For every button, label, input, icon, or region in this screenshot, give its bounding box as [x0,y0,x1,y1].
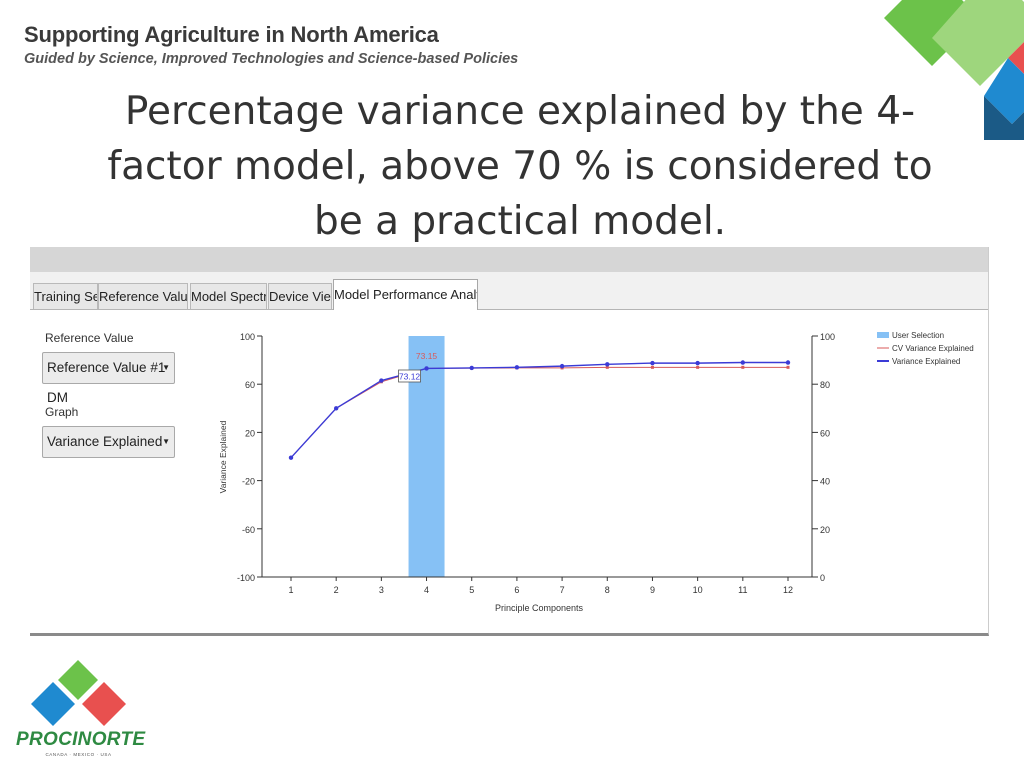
right-tick-label: 100 [820,332,835,342]
graph-dropdown[interactable]: Variance Explained ▼ [42,426,175,458]
x-tick-label: 4 [424,585,429,595]
legend-user-selection-swatch [877,332,889,338]
x-tick-label: 10 [693,585,703,595]
right-tick-label: 60 [820,428,830,438]
tab-device-view[interactable]: Device View [268,283,332,309]
left-tick-label: 100 [240,332,255,342]
variance-value-callout [398,369,421,383]
left-tick-label: -60 [242,525,255,535]
left-tick-label: 20 [245,428,255,438]
variance-explained-point [469,365,474,371]
x-tick-label: 9 [650,585,655,595]
variance-explained-point [650,360,655,366]
tab-reference-values[interactable]: Reference Values [98,283,188,309]
dropdown-arrow-icon: ▼ [162,437,170,446]
x-tick-label: 8 [605,585,610,595]
x-tick-label: 12 [783,585,793,595]
left-tick-label: -20 [242,477,255,487]
x-tick-label: 3 [379,585,384,595]
cv-variance-explained-point [605,365,609,369]
variance-explained-point [333,406,339,411]
logo-blue-diamond [31,682,75,726]
logo-wordmark: PROCINORTE [16,729,146,750]
variance-explained-point [379,378,384,383]
slide-title-line-1: Percentage variance explained by the 4- [124,89,916,134]
logo-red-diamond [82,682,126,726]
reference-value-dropdown[interactable]: Reference Value #1 DM ▼ [42,352,175,405]
slide-title-line-3: be a practical model. [313,199,727,244]
x-tick-label: 7 [560,585,565,595]
app-top-strip [30,247,988,272]
cv-variance-explained-point [741,365,745,369]
left-tick-label: 60 [245,380,255,390]
reference-value-selected: Reference Value #1 DM [47,360,166,405]
tab-training-set[interactable]: Training Set [33,283,98,309]
cv-variance-explained-point [650,365,654,369]
x-tick-label: 1 [288,585,293,595]
x-tick-label: 2 [334,585,339,595]
variance-value-label: 73.12 [399,372,421,382]
header-subtitle: Guided by Science, Improved Technologies… [24,51,519,67]
graph-selected: Variance Explained [47,434,163,449]
series-line-cv-variance-explained [290,366,788,459]
variance-explained-point [424,366,429,371]
variance-explained-point [288,455,294,460]
tab-model-performance-analysis[interactable]: Model Performance Analysis [333,279,478,310]
variance-explained-point [514,365,520,370]
tab-bar: Training Set Reference Values Model Spec… [30,272,988,310]
reference-value-label: Reference Value [45,331,134,345]
dropdown-arrow-icon: ▼ [162,363,170,372]
x-tick-label: 6 [514,585,519,595]
slide-title: Percentage variance explained by the 4- … [40,84,1000,249]
variance-explained-point [740,360,746,365]
right-tick-label: 40 [820,477,830,487]
corner-blue-diamond [984,58,1024,124]
series-line-variance-explained [290,361,788,459]
right-tick-label: 20 [820,525,830,535]
slide-title-line-2: factor model, above 70 % is considered t… [107,144,933,189]
logo-diamonds [31,660,126,726]
corner-light-green-diamond [932,0,1024,86]
right-tick-label: 0 [820,573,825,583]
cv-variance-explained-point [786,365,790,369]
cv-value-label: 73.15 [416,351,438,361]
x-axis-title: Principle Components [495,603,584,613]
x-tick-label: 5 [469,585,474,595]
legend-variance-label: Variance Explained [892,357,960,366]
tab-model-spectra[interactable]: Model Spectra [190,283,267,309]
variance-explained-point [605,362,610,367]
legend-cv-label: CV Variance Explained [892,344,974,353]
procinorte-logo: PROCINORTE CANADA · MEXICO · USA [16,657,146,761]
header-title: Supporting Agriculture in North America [24,22,439,47]
corner-red-diamond [1008,42,1024,74]
corner-navy-diamond [984,96,1024,140]
graph-label: Graph [45,405,79,419]
corner-diamond-logo [884,0,1024,140]
app-screenshot: Training Set Reference Values Model Spec… [30,247,989,636]
left-tick-label: -100 [237,573,255,583]
right-tick-label: 80 [820,380,830,390]
variance-explained-point [785,360,791,365]
x-tick-label: 11 [738,585,747,595]
variance-explained-point [695,360,700,366]
variance-explained-point [559,363,565,369]
legend-user-selection-label: User Selection [892,331,944,340]
cv-variance-explained-point [696,365,700,369]
logo-green-diamond [58,660,98,700]
logo-tagline: CANADA · MEXICO · USA [45,752,112,757]
y-axis-title: Variance Explained [218,420,228,493]
